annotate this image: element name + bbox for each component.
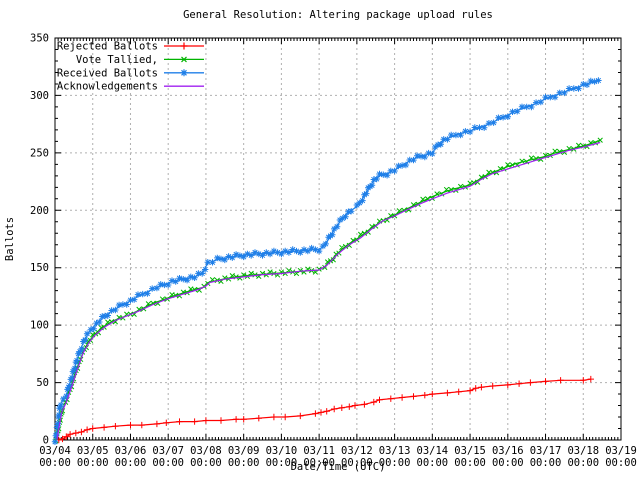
x-axis-label: Date/Time (UTC) bbox=[291, 461, 386, 473]
x-tick-label-time: 00:00 bbox=[152, 457, 184, 469]
x-tick-label-time: 00:00 bbox=[379, 457, 411, 469]
x-tick-label-time: 00:00 bbox=[530, 457, 562, 469]
legend-item-received-ballots: Received Ballots bbox=[57, 67, 204, 79]
x-tick-label-time: 00:00 bbox=[39, 457, 71, 469]
x-tick-label-time: 00:00 bbox=[454, 457, 486, 469]
x-tick-label-time: 00:00 bbox=[228, 457, 260, 469]
legend-marker-plus-icon bbox=[180, 42, 188, 50]
x-tick-label-date: 03/13 bbox=[379, 445, 411, 457]
x-tick-label-date: 03/06 bbox=[115, 445, 147, 457]
x-tick-label-date: 03/05 bbox=[77, 445, 109, 457]
legend-item-rejected-ballots: Rejected Ballots bbox=[57, 41, 204, 53]
legend-marker-star-icon bbox=[180, 69, 188, 77]
gridlines bbox=[55, 38, 621, 440]
x-tick-label-date: 03/15 bbox=[454, 445, 486, 457]
x-tick-label-time: 00:00 bbox=[417, 457, 449, 469]
x-tick-label-time: 00:00 bbox=[115, 457, 147, 469]
x-tick-label-date: 03/11 bbox=[303, 445, 335, 457]
x-tick-label-time: 00:00 bbox=[567, 457, 599, 469]
series-rejected-ballots bbox=[55, 375, 594, 444]
x-tick-label-date: 03/08 bbox=[190, 445, 222, 457]
x-tick-label-date: 03/14 bbox=[417, 445, 449, 457]
y-tick-label: 200 bbox=[30, 205, 49, 217]
x-tick-label-date: 03/17 bbox=[530, 445, 562, 457]
x-tick-label-date: 03/18 bbox=[567, 445, 599, 457]
y-tick-label: 250 bbox=[30, 147, 49, 159]
legend-item-vote-tallied: Vote Tallied, bbox=[76, 54, 204, 66]
chart-title: General Resolution: Altering package upl… bbox=[183, 9, 493, 21]
series-line bbox=[58, 378, 591, 441]
x-tick-label-time: 00:00 bbox=[492, 457, 524, 469]
series-markers bbox=[51, 77, 602, 445]
x-tick-label-date: 03/04 bbox=[39, 445, 71, 457]
legend-label: Acknowledgements bbox=[57, 81, 158, 93]
series-markers bbox=[55, 375, 594, 444]
x-tick-label-date: 03/12 bbox=[341, 445, 373, 457]
legend-item-acknowledgements: Acknowledgements bbox=[57, 81, 204, 93]
legend-marker-cross-icon bbox=[181, 56, 187, 63]
series-line bbox=[56, 141, 601, 441]
y-tick-label: 300 bbox=[30, 90, 49, 102]
legend-label: Received Ballots bbox=[57, 67, 158, 79]
x-tick-label-time: 00:00 bbox=[266, 457, 298, 469]
series-received-ballots bbox=[51, 77, 602, 445]
y-tick-label: 100 bbox=[30, 320, 49, 332]
x-tick-label-time: 00:00 bbox=[341, 457, 373, 469]
x-tick-label-date: 03/07 bbox=[152, 445, 184, 457]
x-tick-label-time: 00:00 bbox=[190, 457, 222, 469]
x-tick-label-date: 03/10 bbox=[266, 445, 298, 457]
y-axis-label: Ballots bbox=[4, 217, 16, 261]
x-tick-label-date: 03/16 bbox=[492, 445, 524, 457]
x-tick-label-time: 00:00 bbox=[303, 457, 335, 469]
x-tick-label-time: 00:00 bbox=[605, 457, 637, 469]
x-tick-label-time: 00:00 bbox=[77, 457, 109, 469]
x-tick-label-date: 03/09 bbox=[228, 445, 260, 457]
legend-label: Rejected Ballots bbox=[57, 41, 158, 53]
legend-label: Vote Tallied, bbox=[76, 54, 158, 66]
y-tick-label: 350 bbox=[30, 33, 49, 45]
y-tick-label: 0 bbox=[43, 435, 49, 447]
y-tick-label: 50 bbox=[36, 377, 49, 389]
y-tick-label: 150 bbox=[30, 262, 49, 274]
x-tick-label-date: 03/19 bbox=[605, 445, 637, 457]
series-acknowledgements bbox=[56, 141, 601, 441]
